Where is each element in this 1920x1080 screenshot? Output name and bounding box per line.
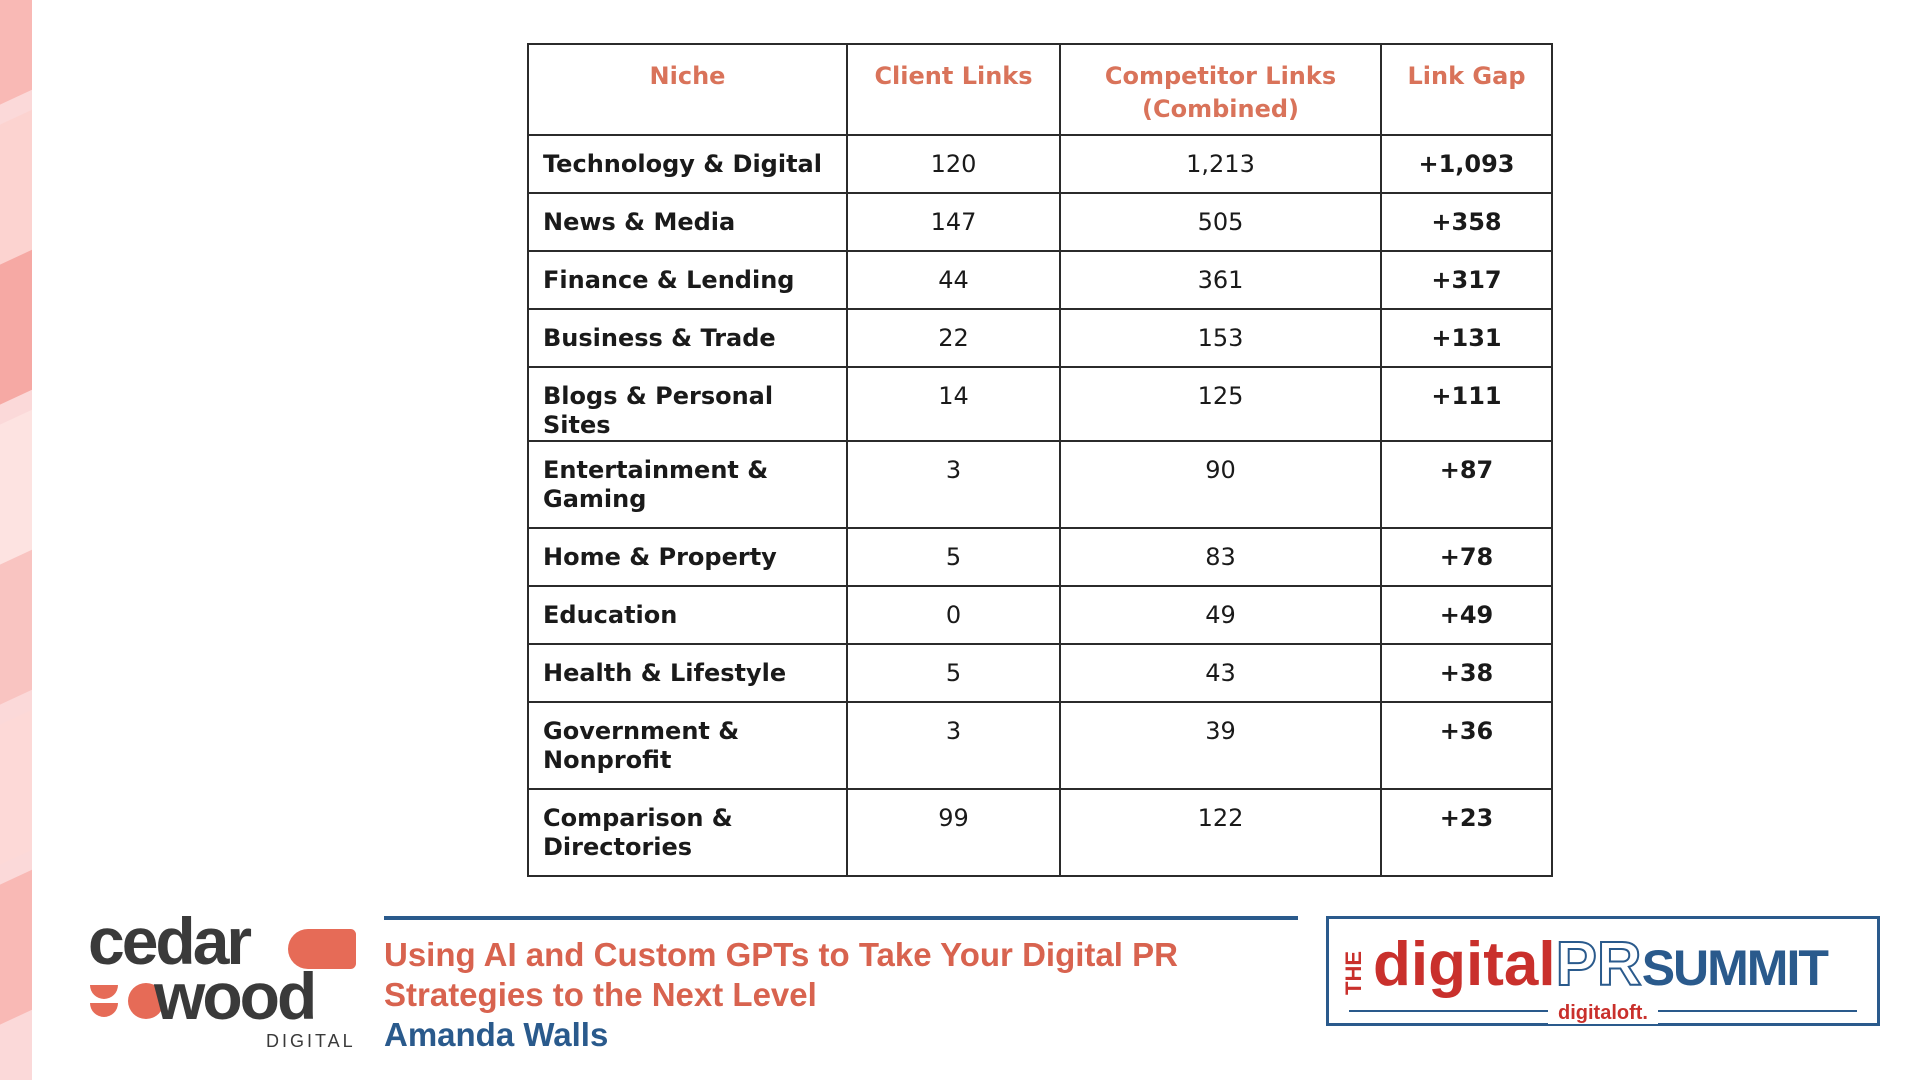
cedar-logo-dots-icon xyxy=(90,983,164,1019)
table-row: Business & Trade 22 153 +131 xyxy=(527,308,1553,368)
cell-client-links: 44 xyxy=(846,250,1061,310)
cell-competitor-links: 125 xyxy=(1059,366,1382,442)
cell-link-gap: +317 xyxy=(1380,250,1553,310)
cell-client-links: 5 xyxy=(846,527,1061,587)
cell-client-links: 14 xyxy=(846,366,1061,442)
cell-competitor-links: 90 xyxy=(1059,440,1382,529)
digital-pr-summit-logo: THE digitalPRSUMMIT digitaloft. xyxy=(1326,916,1880,1026)
cell-competitor-links: 49 xyxy=(1059,585,1382,645)
cell-niche: Health & Lifestyle xyxy=(527,643,848,703)
cell-link-gap: +131 xyxy=(1380,308,1553,368)
table-header-row: Niche Client Links Competitor Links (Com… xyxy=(527,43,1553,136)
header-competitor-links: Competitor Links (Combined) xyxy=(1059,43,1382,136)
cell-link-gap: +78 xyxy=(1380,527,1553,587)
cell-niche: Government & Nonprofit xyxy=(527,701,848,790)
cedar-logo-word-cedar: cedar xyxy=(88,904,252,978)
link-gap-table: Niche Client Links Competitor Links (Com… xyxy=(527,43,1553,877)
cell-client-links: 0 xyxy=(846,585,1061,645)
cedarwood-digital-logo: cedar wood DIGITAL xyxy=(88,904,358,1053)
summit-logo-summit: SUMMIT xyxy=(1641,940,1829,996)
cell-competitor-links: 43 xyxy=(1059,643,1382,703)
talk-title-line2: Strategies to the Next Level xyxy=(384,976,817,1013)
cell-client-links: 99 xyxy=(846,788,1061,877)
summit-logo-the: THE xyxy=(1341,951,1366,995)
summit-logo-sub: digitaloft. xyxy=(1329,1002,1877,1025)
header-competitor-line1: Competitor Links xyxy=(1104,62,1337,90)
cell-link-gap: +87 xyxy=(1380,440,1553,529)
cell-link-gap: +1,093 xyxy=(1380,134,1553,194)
cell-link-gap: +38 xyxy=(1380,643,1553,703)
link-gap-table-wrapper: Niche Client Links Competitor Links (Com… xyxy=(527,43,1553,877)
talk-title-line1: Using AI and Custom GPTs to Take Your Di… xyxy=(384,936,1178,973)
table-row: Technology & Digital 120 1,213 +1,093 xyxy=(527,134,1553,194)
table-row: Education 0 49 +49 xyxy=(527,585,1553,645)
cell-client-links: 5 xyxy=(846,643,1061,703)
cell-niche: News & Media xyxy=(527,192,848,252)
cell-client-links: 147 xyxy=(846,192,1061,252)
speaker-name: Amanda Walls xyxy=(384,1016,609,1053)
cell-niche: Finance & Lending xyxy=(527,250,848,310)
cell-link-gap: +36 xyxy=(1380,701,1553,790)
cell-niche: Blogs & Personal Sites xyxy=(527,366,848,442)
header-competitor-line2: (Combined) xyxy=(1142,95,1299,123)
table-row: News & Media 147 505 +358 xyxy=(527,192,1553,252)
cell-competitor-links: 39 xyxy=(1059,701,1382,790)
left-decorative-strip xyxy=(0,0,32,1080)
cell-link-gap: +49 xyxy=(1380,585,1553,645)
table-row: Government & Nonprofit 3 39 +36 xyxy=(527,701,1553,790)
table-row: Comparison & Directories 99 122 +23 xyxy=(527,788,1553,877)
cell-client-links: 120 xyxy=(846,134,1061,194)
cell-niche: Business & Trade xyxy=(527,308,848,368)
cedar-logo-subtitle: DIGITAL xyxy=(266,1031,356,1051)
cell-niche: Home & Property xyxy=(527,527,848,587)
cell-link-gap: +23 xyxy=(1380,788,1553,877)
cell-competitor-links: 153 xyxy=(1059,308,1382,368)
cell-competitor-links: 122 xyxy=(1059,788,1382,877)
cell-competitor-links: 361 xyxy=(1059,250,1382,310)
cell-niche: Entertainment & Gaming xyxy=(527,440,848,529)
cell-competitor-links: 1,213 xyxy=(1059,134,1382,194)
cell-client-links: 22 xyxy=(846,308,1061,368)
cell-niche: Comparison & Directories xyxy=(527,788,848,877)
summit-logo-digitaloft: digitaloft. xyxy=(1548,1002,1658,1024)
cell-client-links: 3 xyxy=(846,440,1061,529)
cell-client-links: 3 xyxy=(846,701,1061,790)
summit-logo-pr: PR xyxy=(1555,929,1643,1000)
table-row: Home & Property 5 83 +78 xyxy=(527,527,1553,587)
header-niche: Niche xyxy=(527,43,848,136)
cell-niche: Technology & Digital xyxy=(527,134,848,194)
summit-logo-wordmark: digitalPRSUMMIT xyxy=(1373,929,1829,1000)
summit-logo-digital: digital xyxy=(1373,930,1556,999)
talk-info: Using AI and Custom GPTs to Take Your Di… xyxy=(384,916,1298,1055)
header-link-gap: Link Gap xyxy=(1380,43,1553,136)
cedar-logo-shape xyxy=(288,929,356,969)
cell-competitor-links: 505 xyxy=(1059,192,1382,252)
table-row: Finance & Lending 44 361 +317 xyxy=(527,250,1553,310)
table-row: Blogs & Personal Sites 14 125 +111 xyxy=(527,366,1553,442)
cell-link-gap: +111 xyxy=(1380,366,1553,442)
cell-link-gap: +358 xyxy=(1380,192,1553,252)
table-row: Entertainment & Gaming 3 90 +87 xyxy=(527,440,1553,529)
header-client-links: Client Links xyxy=(846,43,1061,136)
cell-competitor-links: 83 xyxy=(1059,527,1382,587)
table-row: Health & Lifestyle 5 43 +38 xyxy=(527,643,1553,703)
cedar-logo-word-wood: wood xyxy=(154,959,317,1033)
cell-niche: Education xyxy=(527,585,848,645)
